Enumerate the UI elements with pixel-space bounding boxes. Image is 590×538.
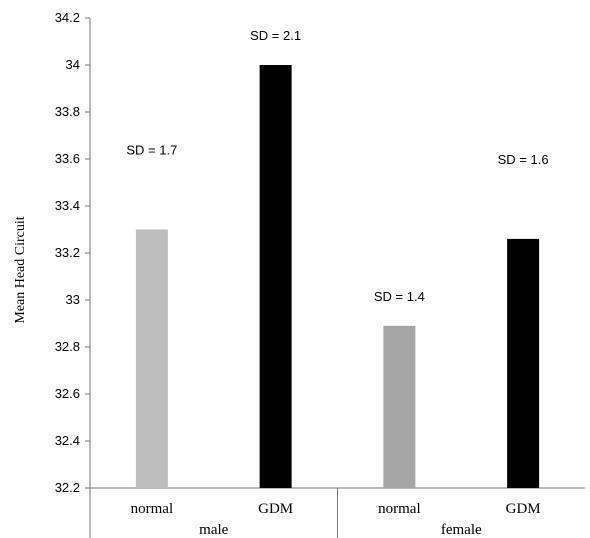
axes (89, 18, 585, 538)
group-label: male (199, 522, 228, 538)
y-tick-label: 34 (66, 57, 80, 72)
y-tick-label: 33 (66, 292, 80, 307)
y-tick-label: 33.2 (55, 245, 80, 260)
bar (507, 238, 540, 488)
y-tick-label: 32.8 (55, 339, 80, 354)
category-label: GDM (506, 501, 541, 517)
y-axis-title: Mean Head Circuit (13, 216, 28, 323)
bars (135, 65, 540, 488)
bar (135, 229, 168, 488)
category-label: normal (378, 501, 421, 517)
y-tick-label: 33.8 (55, 104, 80, 119)
category-label: normal (131, 501, 174, 517)
y-tick-label: 32.2 (55, 480, 80, 495)
y-tick-label: 33.4 (55, 198, 80, 213)
sd-annotation: SD = 1.7 (126, 143, 177, 158)
bar (383, 325, 416, 488)
y-tick-label: 33.6 (55, 151, 80, 166)
sd-annotation: SD = 1.6 (498, 152, 549, 167)
sd-annotation: SD = 1.4 (374, 289, 425, 304)
x-axis-labels: normal GDM normal GDM male female (131, 501, 541, 538)
sd-annotation: SD = 2.1 (250, 28, 301, 43)
y-axis-ticks: 32.2 32.4 32.6 32.8 33 33.2 33.4 33.6 33.8 34 34.2 (55, 10, 90, 495)
group-label: female (441, 522, 482, 538)
y-tick-label: 34.2 (55, 10, 80, 25)
y-tick-label: 32.6 (55, 386, 80, 401)
y-tick-label: 32.4 (55, 433, 80, 448)
bar (259, 65, 292, 488)
sd-annotations: SD = 1.7 SD = 2.1 SD = 1.4 SD = 1.6 (126, 28, 548, 304)
category-label: GDM (258, 501, 293, 517)
